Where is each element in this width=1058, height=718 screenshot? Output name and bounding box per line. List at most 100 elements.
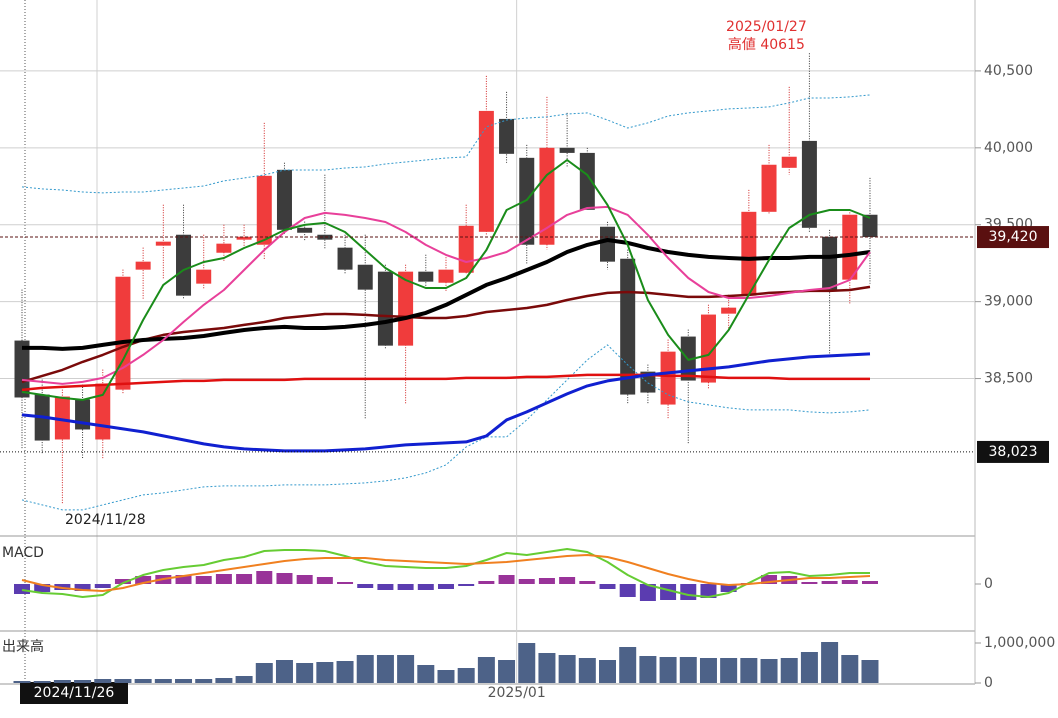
histogram-bar xyxy=(74,584,91,591)
candle-body xyxy=(600,226,616,262)
volume-bar xyxy=(740,658,758,683)
volume-bar xyxy=(720,658,738,683)
y-tick-label: 0 xyxy=(984,675,993,691)
line-series xyxy=(21,548,870,598)
line-series xyxy=(21,352,871,453)
candle-body xyxy=(236,236,252,240)
histogram-bar xyxy=(417,584,434,590)
histogram-bar xyxy=(135,576,152,584)
volume-bar xyxy=(679,657,697,683)
histogram-bar xyxy=(236,574,253,584)
histogram-bar xyxy=(498,575,515,584)
y-tick-label: 39,000 xyxy=(984,294,1033,310)
x-axis-label: 2025/01 xyxy=(488,685,546,701)
volume-bar xyxy=(841,655,859,683)
panel-title: MACD xyxy=(2,545,44,561)
line-series xyxy=(21,205,871,385)
volume-bar xyxy=(477,657,495,683)
annotation: 2025/01/27 xyxy=(726,19,807,35)
y-tick-label: 0 xyxy=(984,576,993,592)
candle-body xyxy=(357,264,373,290)
histogram-bar xyxy=(316,577,333,584)
histogram-bar xyxy=(437,584,454,589)
volume-bar xyxy=(53,680,71,683)
candle-body xyxy=(660,351,676,405)
histogram-bar xyxy=(518,579,535,584)
histogram-bar xyxy=(861,581,878,584)
y-tick-label: 38,500 xyxy=(984,371,1033,387)
histogram-bar xyxy=(761,575,778,584)
histogram-bar xyxy=(256,571,273,584)
volume-bar xyxy=(518,643,536,683)
candle-body xyxy=(559,147,575,153)
volume-bar xyxy=(821,642,839,683)
histogram-bar xyxy=(34,584,51,592)
candle-body xyxy=(155,241,171,246)
candle-body xyxy=(377,271,393,346)
y-tick-label: 40,500 xyxy=(984,63,1033,79)
histogram-bar xyxy=(619,584,636,597)
candle-body xyxy=(115,276,131,390)
histogram-bar xyxy=(276,573,293,584)
volume-bar xyxy=(154,679,172,683)
y-tick-label: 1,000,000 xyxy=(984,635,1055,651)
histogram-bar xyxy=(599,584,616,589)
candle-body xyxy=(761,164,777,212)
volume-bar xyxy=(498,660,516,683)
candle-body xyxy=(398,271,414,346)
histogram-bar xyxy=(538,578,555,584)
price-box xyxy=(977,226,1049,249)
volume-bar xyxy=(94,679,112,683)
volume-bar xyxy=(195,679,213,683)
volume-bar xyxy=(33,681,51,683)
candle-body xyxy=(519,157,535,245)
volume-bar xyxy=(356,655,374,683)
volume-bar xyxy=(538,653,556,683)
histogram-bar xyxy=(579,581,596,584)
histogram-bar xyxy=(175,575,192,584)
histogram-bar xyxy=(397,584,414,590)
line-series xyxy=(21,344,871,511)
cursor-date: 2024/11/26 xyxy=(34,685,115,701)
candle-body xyxy=(176,234,192,296)
histogram-bar xyxy=(337,582,354,584)
histogram-bar xyxy=(195,576,212,584)
histogram-bar xyxy=(559,577,576,584)
candle-body xyxy=(458,225,474,273)
line-series xyxy=(21,554,871,592)
volume-bar xyxy=(800,652,818,683)
candle-body xyxy=(822,236,838,290)
line-series xyxy=(21,159,871,401)
histogram-bar xyxy=(94,584,111,588)
histogram-bar xyxy=(680,584,697,600)
candle-body xyxy=(317,234,333,240)
candle-body xyxy=(862,214,878,238)
volume-bar xyxy=(376,655,394,683)
annotation: 高値 40615 xyxy=(728,36,805,53)
volume-bar xyxy=(114,679,132,683)
candle-body xyxy=(721,307,737,314)
volume-bar xyxy=(134,679,152,683)
line-series xyxy=(21,285,871,384)
candle-body xyxy=(337,247,353,270)
histogram-bar xyxy=(215,574,232,584)
histogram-bar xyxy=(639,584,656,601)
volume-bar xyxy=(175,679,193,683)
volume-bar xyxy=(235,676,253,683)
candle-body xyxy=(135,261,151,270)
price-label: 39,420 xyxy=(989,229,1038,245)
volume-bar xyxy=(599,660,617,683)
volume-bar xyxy=(316,662,334,683)
volume-bar xyxy=(699,658,717,683)
price-box xyxy=(977,440,1049,463)
histogram-bar xyxy=(700,584,717,598)
histogram-bar xyxy=(841,580,858,584)
panel-title: 出来高 xyxy=(2,638,44,655)
annotation: 2024/11/28 xyxy=(65,512,146,528)
volume-bar xyxy=(255,663,273,683)
candle-body xyxy=(801,140,817,228)
histogram-bar xyxy=(478,581,495,584)
